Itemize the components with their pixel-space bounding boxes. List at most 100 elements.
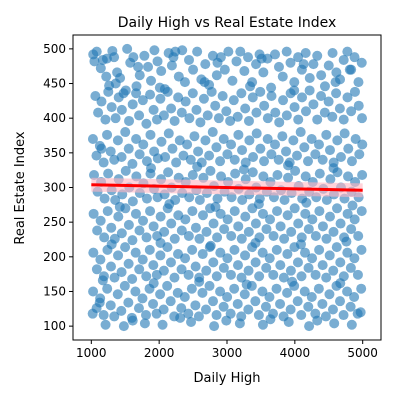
data-point: [306, 292, 317, 303]
data-point: [208, 296, 219, 307]
data-point: [97, 275, 108, 286]
data-point: [234, 318, 245, 329]
data-point: [354, 149, 365, 160]
data-point: [222, 214, 233, 225]
data-point: [232, 298, 243, 309]
data-point: [313, 139, 324, 150]
data-point: [216, 171, 227, 182]
data-point: [191, 104, 202, 115]
data-point: [139, 318, 150, 329]
data-point: [240, 103, 251, 114]
data-point: [120, 242, 131, 253]
data-point: [146, 75, 157, 86]
data-point: [356, 244, 367, 255]
data-point: [243, 304, 254, 315]
data-point: [215, 156, 226, 167]
data-point: [255, 143, 266, 154]
data-point: [127, 315, 138, 326]
data-point: [187, 244, 198, 255]
data-point: [138, 139, 149, 150]
data-point: [89, 170, 100, 181]
data-point: [208, 257, 219, 268]
data-point: [262, 113, 273, 124]
data-point: [199, 77, 210, 88]
data-point: [130, 286, 141, 297]
data-point: [184, 113, 195, 124]
data-point: [155, 93, 166, 104]
data-point: [231, 56, 242, 67]
data-point: [148, 221, 159, 232]
data-point: [119, 280, 130, 291]
data-point: [257, 319, 268, 330]
data-point: [91, 150, 102, 161]
data-point: [100, 114, 111, 125]
data-point: [206, 86, 217, 97]
data-point: [148, 278, 159, 289]
data-point: [335, 152, 346, 162]
data-point: [211, 70, 222, 81]
x-tick-label: 4000: [280, 346, 311, 360]
data-point: [290, 165, 301, 176]
data-point: [356, 57, 367, 68]
data-point: [225, 115, 236, 126]
data-point: [316, 70, 327, 81]
data-point: [194, 276, 205, 287]
data-point: [321, 194, 332, 205]
data-point: [357, 170, 368, 181]
data-point: [236, 88, 247, 99]
data-point: [266, 149, 277, 160]
data-point: [88, 247, 99, 258]
data-point: [190, 300, 201, 311]
data-point: [137, 254, 148, 265]
data-point: [127, 99, 138, 110]
x-tick-label: 2000: [144, 346, 175, 360]
data-point: [194, 233, 205, 244]
data-point: [204, 150, 215, 161]
data-point: [212, 193, 223, 204]
data-point: [332, 203, 343, 214]
data-point: [251, 107, 262, 118]
data-point: [317, 221, 328, 232]
data-point: [187, 170, 198, 181]
data-point: [342, 247, 353, 258]
data-point: [192, 161, 203, 172]
data-point: [232, 260, 243, 271]
y-tick-label: 450: [43, 77, 66, 91]
data-point: [342, 208, 353, 219]
data-point: [253, 199, 264, 210]
data-point: [87, 133, 98, 144]
data-point: [343, 171, 354, 182]
data-point: [283, 316, 294, 327]
data-point: [346, 224, 357, 235]
data-point: [156, 136, 167, 147]
data-point: [146, 163, 157, 174]
data-point: [289, 203, 300, 214]
data-point: [218, 301, 229, 312]
y-tick-label: 400: [43, 111, 66, 125]
data-point: [324, 145, 335, 156]
data-point: [116, 267, 127, 278]
data-point: [303, 262, 314, 273]
data-point: [241, 279, 252, 290]
data-point: [96, 143, 107, 154]
data-point: [233, 221, 244, 232]
data-point: [176, 107, 187, 118]
data-point: [134, 110, 145, 121]
data-point: [321, 272, 332, 283]
data-point: [133, 303, 144, 314]
data-point: [303, 224, 314, 235]
data-point: [293, 218, 304, 229]
data-point: [338, 54, 349, 65]
data-point: [265, 214, 276, 225]
data-point: [201, 265, 212, 276]
data-point: [112, 135, 123, 146]
data-point: [275, 221, 286, 232]
data-point: [308, 59, 319, 70]
data-point: [99, 232, 110, 243]
data-point: [155, 211, 166, 222]
data-point: [215, 208, 226, 219]
data-point: [323, 60, 334, 71]
data-point: [317, 154, 328, 165]
data-point: [158, 110, 169, 121]
